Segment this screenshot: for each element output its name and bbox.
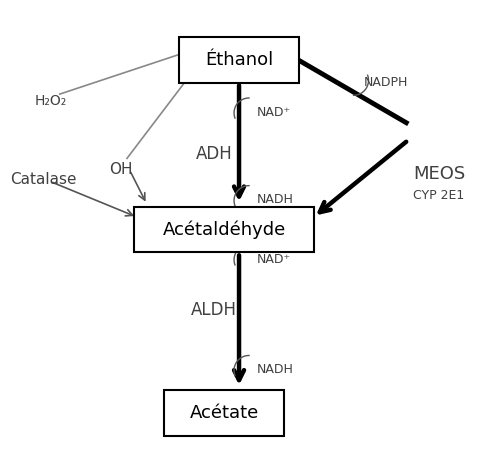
Text: H₂O₂: H₂O₂ [35,94,67,108]
Text: Acétate: Acétate [189,404,259,422]
Text: Éthanol: Éthanol [205,50,273,69]
FancyBboxPatch shape [134,207,314,252]
Text: Catalase: Catalase [10,172,77,186]
Text: NADH: NADH [256,193,293,206]
FancyBboxPatch shape [179,37,299,83]
Text: Acétaldéhyde: Acétaldéhyde [162,220,286,239]
Text: NAD⁺: NAD⁺ [256,106,291,119]
FancyBboxPatch shape [164,390,284,436]
Text: MEOS: MEOS [413,165,466,184]
Text: NADPH: NADPH [364,76,408,89]
Text: ADH: ADH [196,145,233,163]
Text: OH: OH [110,162,133,177]
Text: ALDH: ALDH [191,301,237,319]
Text: NADH: NADH [256,363,293,376]
Text: NAD⁺: NAD⁺ [256,253,291,266]
Text: CYP 2E1: CYP 2E1 [413,189,465,202]
